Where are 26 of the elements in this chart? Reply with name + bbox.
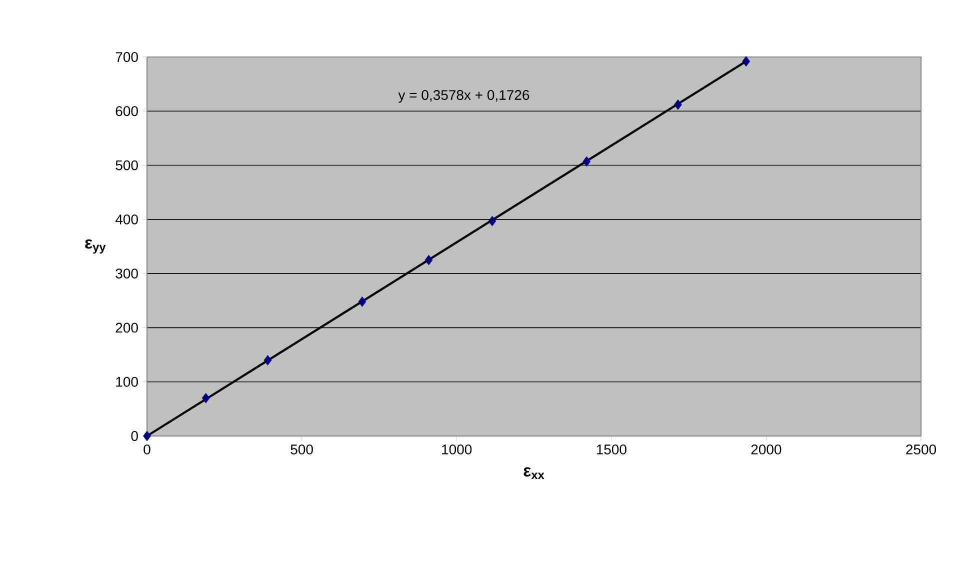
x-tick-label: 0 <box>144 444 150 454</box>
point <box>488 216 496 226</box>
y-tick-label: 0 <box>131 431 138 441</box>
x-tick-label: 500 <box>290 444 313 454</box>
point <box>674 99 682 110</box>
y-axis-title: ε$_{yy}$ <box>85 239 106 254</box>
point <box>202 392 210 404</box>
point <box>264 355 272 366</box>
y-tick-label: 700 <box>116 52 138 62</box>
x-tick-label: 2000 <box>751 444 782 454</box>
y-tick-label: 200 <box>116 322 138 333</box>
x-axis-title: ε$_{xx}$ <box>524 467 544 479</box>
point <box>424 254 433 266</box>
point <box>582 156 591 167</box>
annotation: y = 0,3578x + 0,1726 <box>398 90 530 103</box>
x-tick-label: 2500 <box>906 444 936 454</box>
x-tick-label: 1000 <box>442 444 472 454</box>
point <box>143 430 151 442</box>
y-tick-label: 400 <box>115 214 138 224</box>
y-tick-label: 600 <box>116 106 138 116</box>
x-tick-label: 1500 <box>596 444 626 454</box>
y-tick-label: 300 <box>116 268 138 279</box>
point <box>742 56 750 67</box>
y-tick-label: 500 <box>116 160 138 170</box>
y-tick-label: 100 <box>116 376 138 387</box>
point <box>358 296 366 307</box>
